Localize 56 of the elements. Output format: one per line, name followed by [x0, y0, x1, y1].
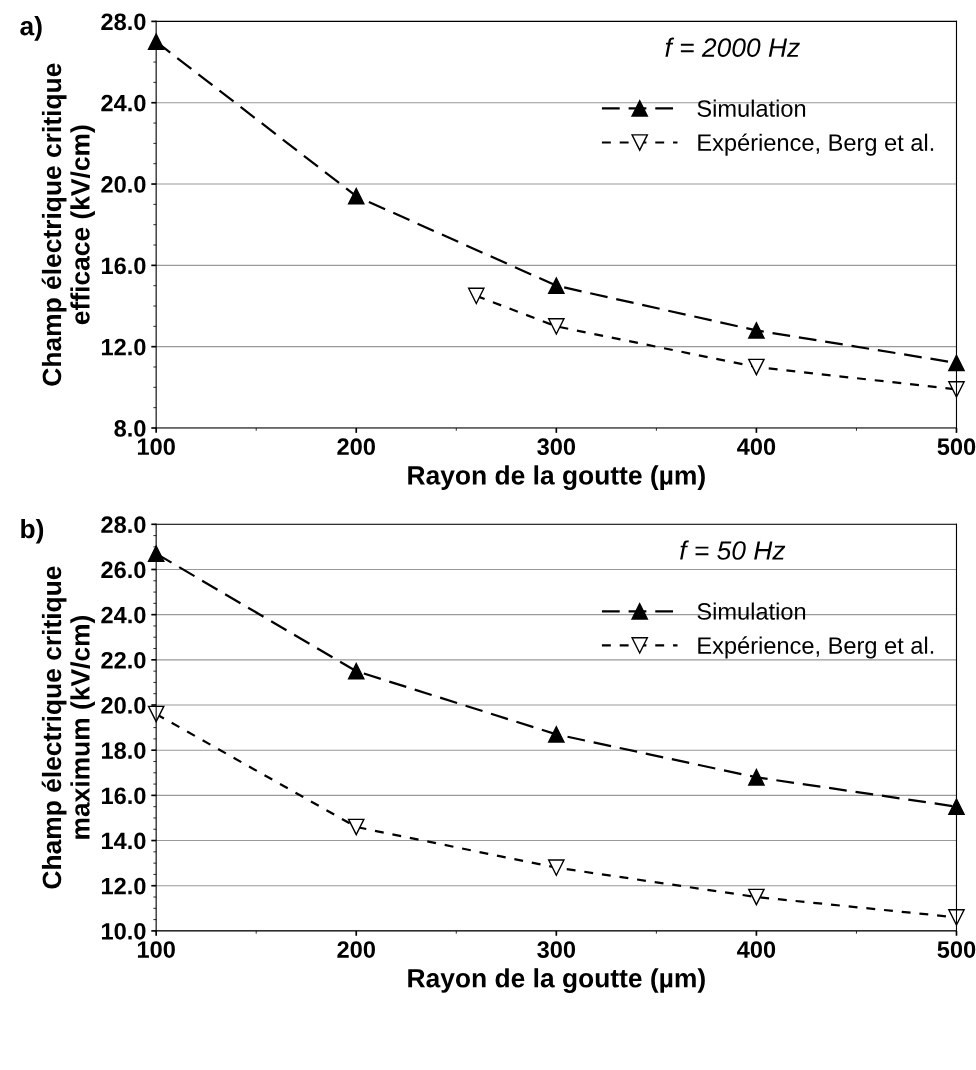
- y-tick-label: 22.0: [101, 651, 146, 669]
- y-tick-label: 28.0: [101, 13, 146, 31]
- x-tick-label: 200: [337, 438, 375, 456]
- x-axis-title: Rayon de la goutte (µm): [408, 465, 705, 490]
- point: [748, 888, 765, 906]
- legend-label: Expérience, Berg et al.: [698, 133, 934, 156]
- point: [347, 818, 365, 836]
- y-tick-label: 16.0: [101, 257, 146, 275]
- y-tick-label: 20.0: [101, 697, 146, 714]
- x-tick-label: 100: [137, 941, 175, 958]
- y-tick-label: 24.0: [101, 94, 146, 112]
- legend-label: Expérience, Berg et al.: [698, 636, 934, 659]
- y-axis-title: Champ électrique critique maximum (kV/cm): [41, 566, 95, 889]
- point: [347, 662, 365, 680]
- point: [748, 322, 765, 339]
- x-tick-label: 200: [337, 941, 375, 958]
- chart-title: a): [20, 16, 42, 41]
- x-tick-label: 400: [737, 941, 776, 958]
- x-tick-label: 300: [537, 438, 576, 456]
- point: [467, 287, 485, 305]
- y-tick-label: 10.0: [101, 922, 146, 940]
- point: [948, 798, 965, 815]
- point: [147, 33, 165, 51]
- chart-title: b): [21, 518, 44, 544]
- x-tick-label: 500: [937, 941, 976, 958]
- legend-label: Simulation: [697, 99, 806, 117]
- point: [547, 277, 565, 295]
- point: [748, 768, 765, 786]
- y-tick-label: 16.0: [101, 787, 146, 805]
- x-tick-label: 500: [937, 438, 976, 456]
- y-tick-label: 14.0: [101, 832, 146, 850]
- y-tick-label: 26.0: [101, 561, 146, 579]
- point: [147, 705, 165, 723]
- point: [347, 187, 365, 205]
- x-tick-label: 300: [537, 941, 576, 958]
- annotation: f = 2000 Hz: [665, 37, 800, 57]
- y-tick-label: 12.0: [101, 877, 146, 895]
- y-tick-label: 8.0: [114, 420, 146, 437]
- x-tick-label: 400: [737, 438, 776, 456]
- point: [948, 909, 965, 926]
- x-axis-title: Rayon de la goutte (µm): [408, 968, 705, 993]
- y-tick-label: 24.0: [101, 606, 146, 624]
- y-tick-label: 18.0: [101, 742, 146, 759]
- y-tick-label: 20.0: [101, 176, 146, 193]
- y-axis-title: Champ électrique critique efficace (kV/cm): [41, 63, 95, 386]
- legend-label: Simulation: [697, 602, 806, 620]
- annotation: f = 50 Hz: [680, 540, 786, 560]
- y-tick-label: 12.0: [101, 338, 146, 356]
- point: [547, 859, 565, 876]
- x-tick-label: 100: [137, 438, 175, 456]
- point: [948, 381, 965, 398]
- point: [748, 358, 765, 376]
- point: [547, 726, 565, 743]
- point: [147, 545, 165, 562]
- y-tick-label: 28.0: [101, 516, 146, 534]
- point: [547, 318, 565, 335]
